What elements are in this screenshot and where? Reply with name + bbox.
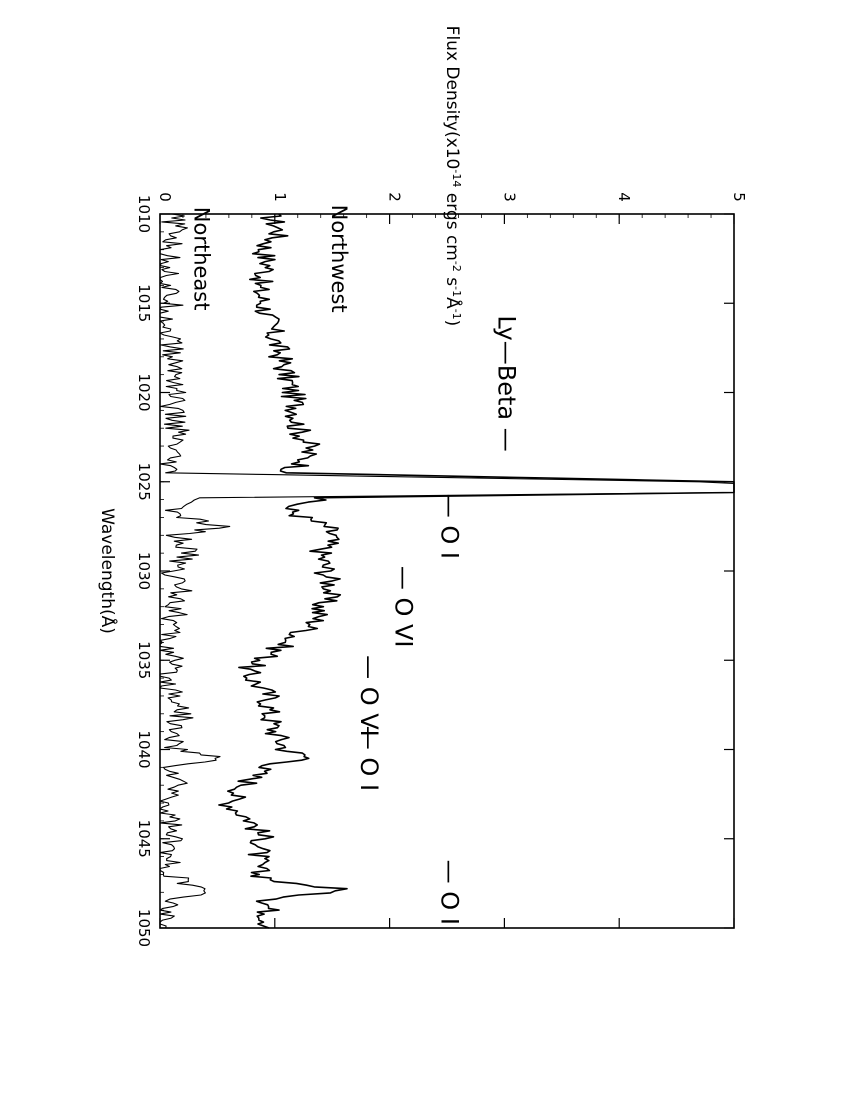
- x-tick-labels: 1010 1015 1020 1025 1030 1035 1040 1045 1050: [135, 195, 153, 947]
- x-tick-label: 1030: [135, 552, 153, 590]
- tick-marks: [159, 213, 735, 929]
- x-tick-label: 1035: [135, 641, 153, 679]
- x-axis-title: Wavelength(Å): [97, 508, 119, 634]
- y-tick-label: 4: [615, 192, 633, 202]
- x-tick-label: 1025: [135, 463, 153, 501]
- line-annotations: Ly—Beta —— O I— O VI— O VI— O I— O I: [355, 315, 521, 925]
- line-annotation: Ly—Beta —: [493, 315, 521, 451]
- line-annotation: — O VI: [355, 655, 383, 737]
- series-line-northeast: [159, 213, 735, 929]
- line-annotation: — O I: [435, 494, 463, 559]
- line-annotation: — O I: [355, 726, 383, 791]
- series-lines: [159, 213, 735, 929]
- y-tick-label: 1: [271, 192, 289, 202]
- x-tick-label: 1050: [135, 909, 153, 947]
- x-tick-label: 1015: [135, 284, 153, 322]
- series-line-northwest: [218, 213, 735, 929]
- y-tick-label: 2: [386, 192, 404, 202]
- x-tick-label: 1045: [135, 820, 153, 858]
- line-annotation: — O VI: [389, 566, 417, 648]
- series-label: Northwest: [327, 205, 351, 313]
- y-axis-title: Flux Density(x10-14 ergs cm-2 s-1Å-1): [442, 26, 464, 327]
- series-labels: Northwest Northeast: [189, 205, 351, 313]
- y-tick-label: 0: [156, 192, 174, 202]
- y-tick-labels: 0 1 2 3 4 5: [156, 192, 748, 202]
- y-tick-label: 3: [500, 192, 518, 202]
- x-tick-label: 1020: [135, 373, 153, 411]
- series-label: Northeast: [189, 207, 213, 311]
- x-tick-label: 1040: [135, 730, 153, 768]
- y-tick-label: 5: [730, 192, 748, 202]
- line-annotation: — O I: [435, 860, 463, 925]
- x-tick-label: 1010: [135, 195, 153, 233]
